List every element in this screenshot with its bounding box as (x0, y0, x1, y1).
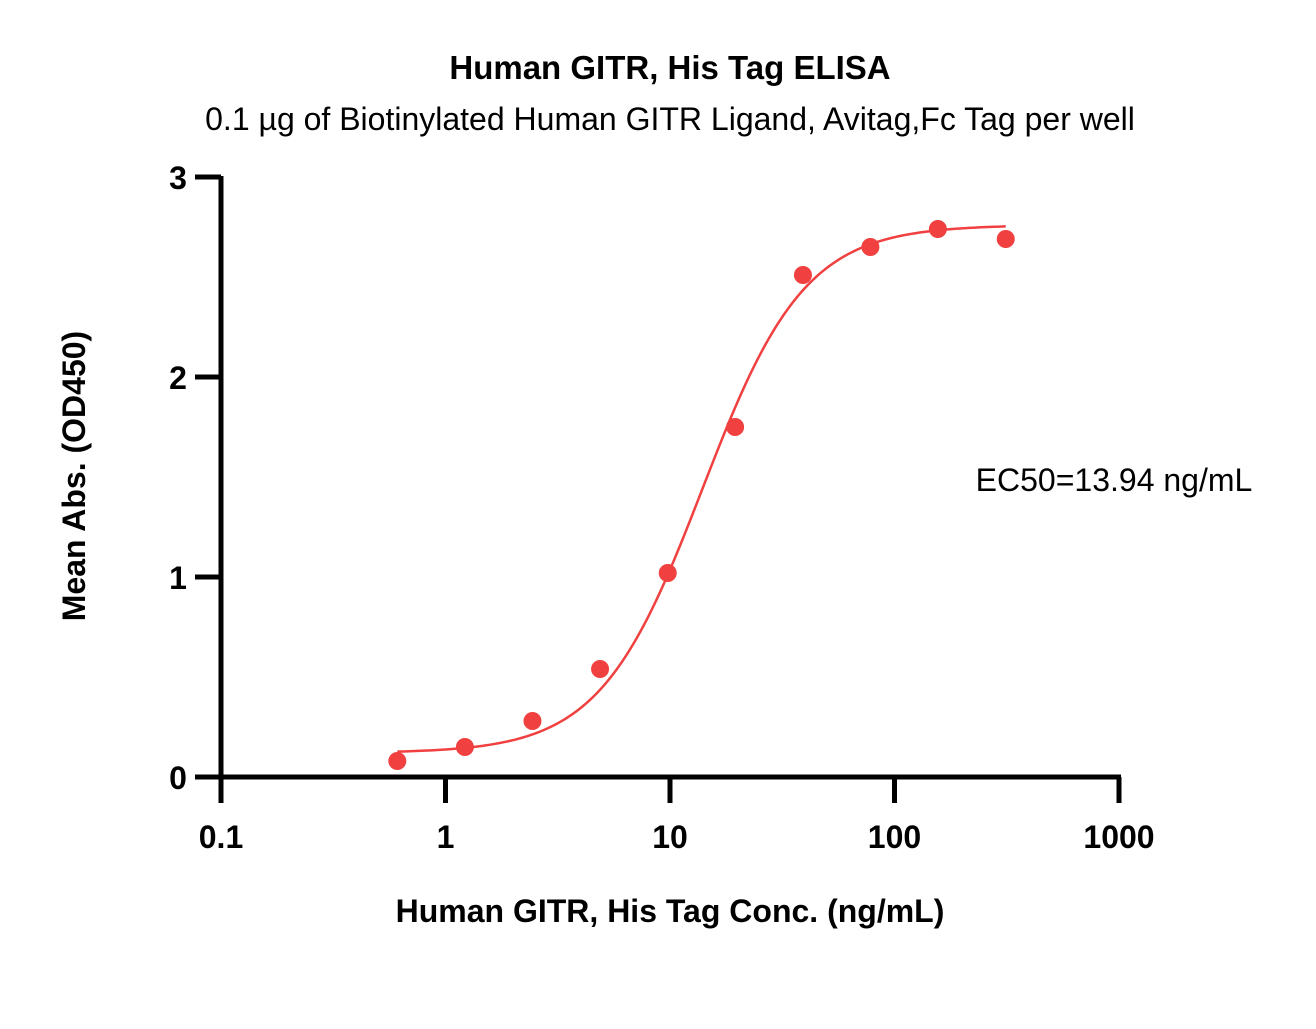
chart-subtitle: 0.1 µg of Biotinylated Human GITR Ligand… (205, 101, 1135, 137)
fit-curve (397, 225, 1006, 753)
y-axis-label: Mean Abs. (OD450) (56, 331, 92, 621)
data-points (388, 220, 1015, 770)
data-point (388, 752, 407, 770)
x-tick-label: 10 (652, 819, 688, 855)
data-point (591, 660, 610, 678)
data-point (523, 712, 542, 730)
y-axis-ticks: 0 1 2 3 (169, 160, 221, 796)
x-tick-label: 1 (437, 819, 455, 855)
y-tick-label: 1 (169, 560, 187, 596)
x-tick-label: 0.1 (199, 819, 243, 855)
data-point (996, 230, 1015, 248)
ec50-annotation: EC50=13.94 ng/mL (976, 462, 1253, 498)
data-point (928, 220, 947, 238)
x-tick-label: 100 (868, 819, 921, 855)
chart-title: Human GITR, His Tag ELISA (449, 49, 890, 86)
x-tick-label: 1000 (1083, 819, 1154, 855)
data-point (793, 266, 812, 284)
data-point (861, 238, 880, 256)
x-axis-ticks: 0.1 1 10 100 1000 (199, 777, 1155, 855)
data-point (455, 738, 474, 756)
x-axis-label: Human GITR, His Tag Conc. (ng/mL) (396, 893, 945, 929)
data-point (658, 564, 677, 582)
y-tick-label: 0 (169, 760, 187, 796)
y-tick-label: 3 (169, 160, 187, 196)
data-point (726, 418, 745, 436)
y-tick-label: 2 (169, 360, 187, 396)
